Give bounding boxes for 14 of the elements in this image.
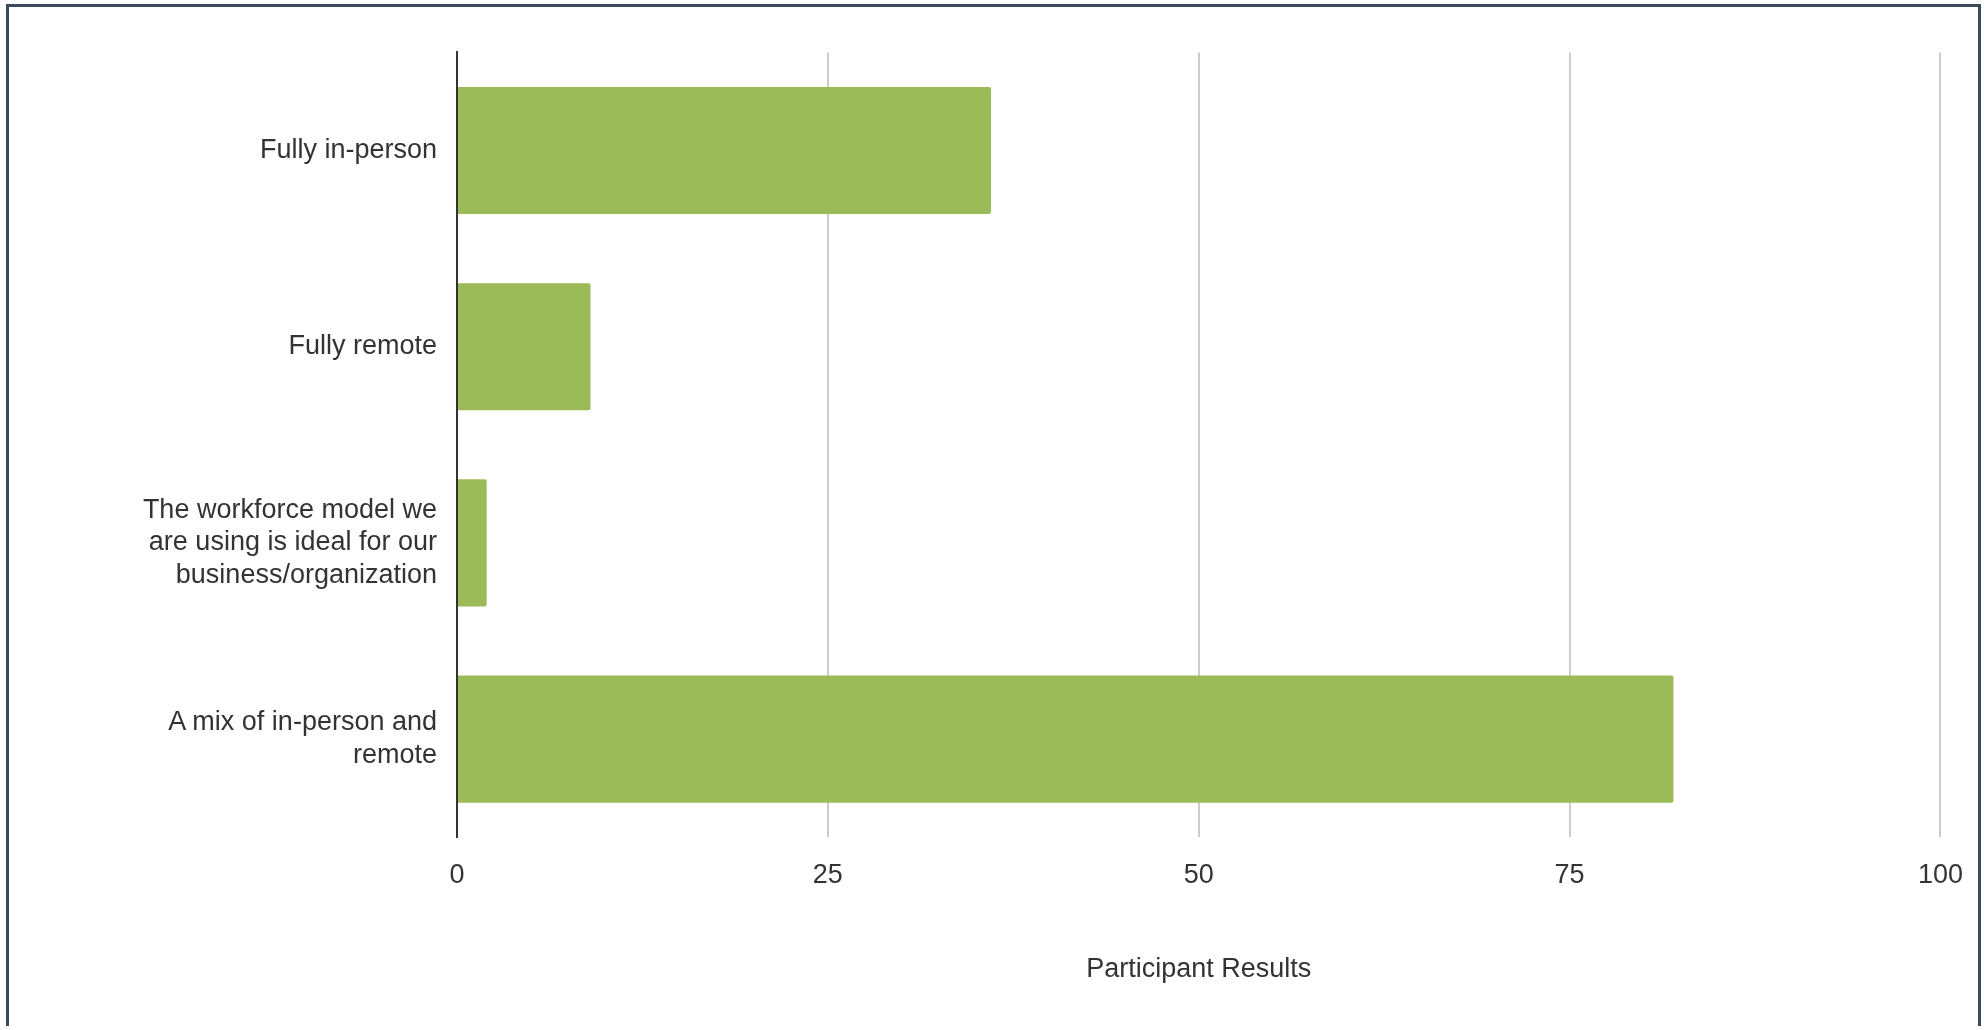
bar xyxy=(458,675,1674,803)
y-tick-label: Fully in-person xyxy=(259,133,437,164)
bar xyxy=(458,86,992,215)
bar xyxy=(458,283,591,411)
y-tick-label: The workforce model we are using is ideal for our business/organization xyxy=(142,493,438,589)
x-axis-title: Participant Results xyxy=(1086,953,1312,984)
x-tick-label: 75 xyxy=(1554,858,1585,889)
x-tick-label: 100 xyxy=(1917,858,1964,889)
y-tick-label: A mix of in-person and remote xyxy=(168,706,437,769)
y-tick-label: Fully remote xyxy=(288,330,437,361)
x-tick-label: 25 xyxy=(812,858,843,889)
x-tick-label: 0 xyxy=(449,858,465,889)
bar xyxy=(458,479,487,607)
x-tick-label: 50 xyxy=(1183,858,1214,889)
